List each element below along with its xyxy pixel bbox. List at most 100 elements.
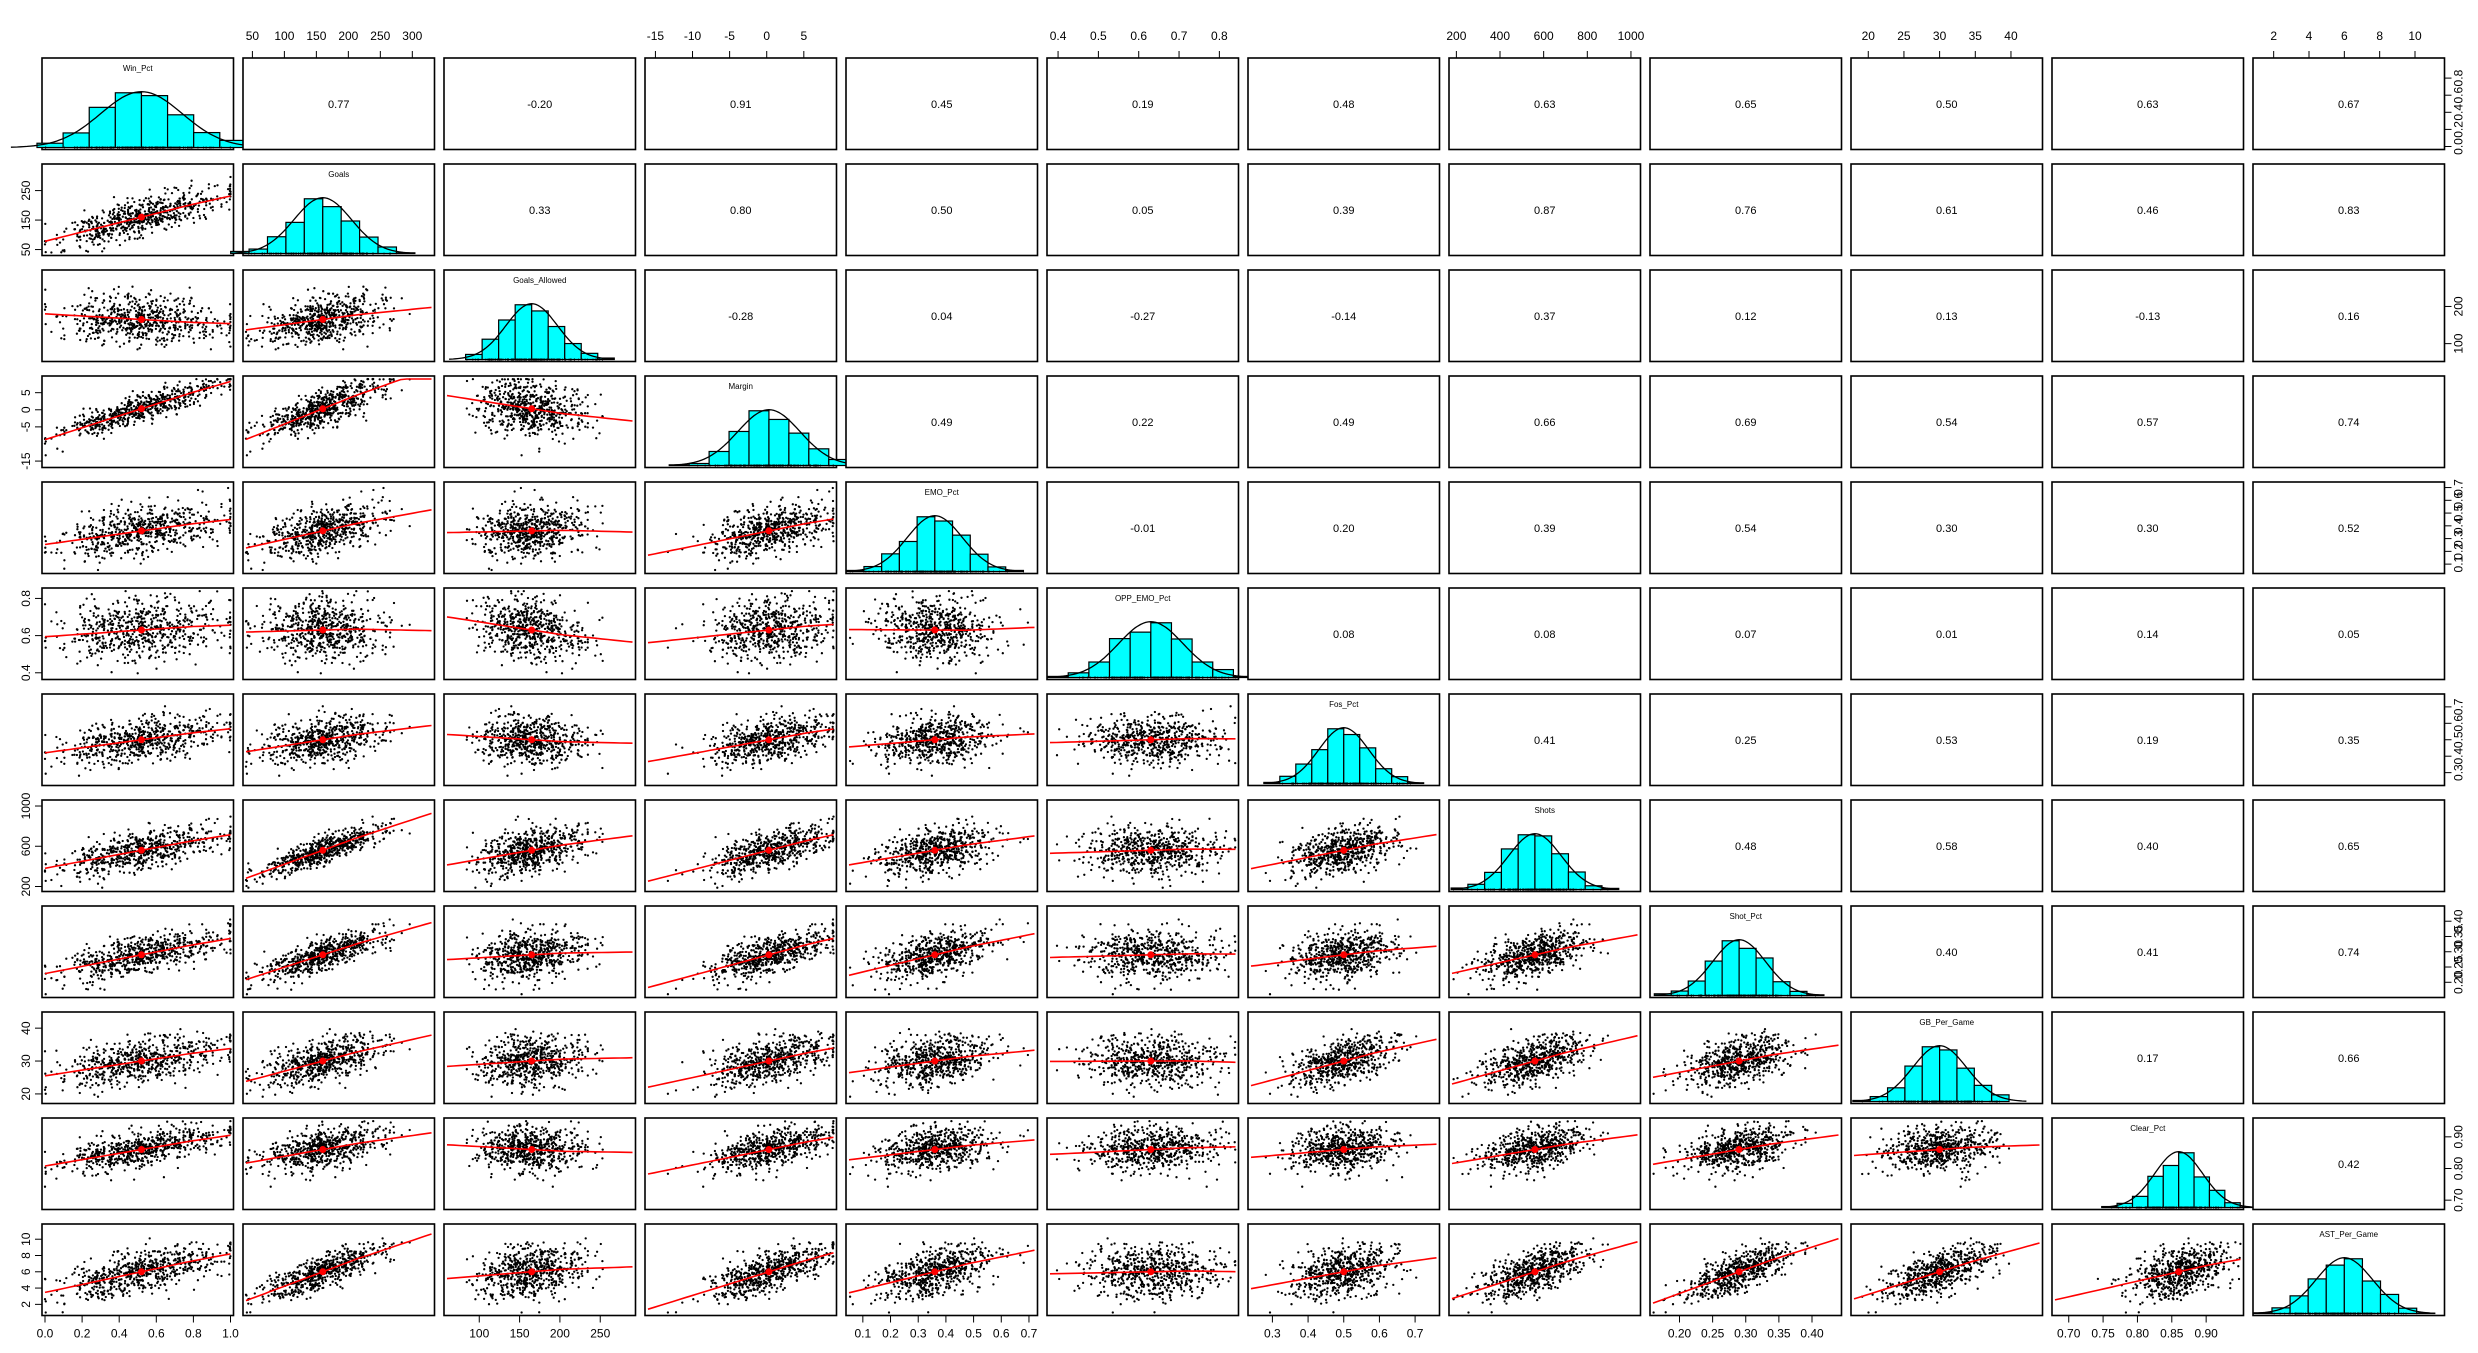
correlation-value: -0.27 [1130,311,1155,323]
data-point [350,328,352,330]
data-point [338,338,340,340]
data-point [129,402,131,404]
data-point [164,306,166,308]
data-point [340,309,342,311]
data-point [133,326,135,328]
data-point [83,235,85,237]
data-point [65,429,67,431]
histogram-bar [141,96,167,148]
data-point [63,338,65,340]
data-point [155,338,157,340]
data-point [338,314,340,316]
data-point [145,403,147,405]
data-point [82,324,84,326]
data-point [148,338,150,340]
data-point [322,426,324,428]
data-point [131,300,133,302]
data-point [90,429,92,431]
data-point [337,309,339,311]
data-point [277,347,279,349]
data-point [98,310,100,312]
panel-r1-c3: 0.80 [645,164,837,256]
data-point [379,326,381,328]
data-point [277,317,279,319]
data-point [63,427,65,429]
data-point [150,400,152,402]
data-point [93,238,95,240]
data-point [127,405,129,407]
data-point [164,187,166,189]
data-point [203,337,205,339]
data-point [357,305,359,307]
data-point [293,431,295,433]
data-point [128,223,130,225]
data-point [133,307,135,309]
data-point [338,341,340,343]
data-point [152,300,154,302]
data-point [188,335,190,337]
data-point [377,316,379,318]
data-point [76,323,78,325]
data-point [131,197,133,199]
data-point [190,185,192,187]
data-point [229,326,231,328]
data-point [138,312,140,314]
data-point [63,307,65,309]
data-point [201,326,203,328]
data-point [362,324,364,326]
data-point [284,318,286,320]
panel-r2-c9: 0.13 [1851,270,2043,362]
data-point [113,288,115,290]
correlation-value: 0.65 [1735,99,1756,111]
data-point [193,305,195,307]
data-point [171,389,173,391]
data-point [246,323,248,325]
data-point [208,380,210,382]
data-point [385,297,387,299]
data-point [94,219,96,221]
histogram-bar [360,237,378,253]
data-point [182,300,184,302]
data-point [179,326,181,328]
data-point [150,289,152,291]
data-point [112,320,114,322]
data-point [329,309,331,311]
data-point [171,337,173,339]
data-point [147,314,149,316]
data-point [146,400,148,402]
data-point [167,198,169,200]
data-point [191,198,193,200]
data-point [190,397,192,399]
data-point [362,416,364,418]
panel-r1-c4: 0.50 [846,164,1038,256]
correlation-value: 0.39 [1333,205,1354,217]
data-point [314,309,316,311]
data-point [151,221,153,223]
data-point [318,308,320,310]
data-point [189,328,191,330]
data-point [98,414,100,416]
data-point [294,344,296,346]
data-point [365,419,367,421]
data-point [44,309,46,311]
data-point [111,218,113,220]
data-point [159,316,161,318]
data-point [131,205,133,207]
data-point [358,299,360,301]
data-point [200,387,202,389]
data-point [261,415,263,417]
data-point [315,307,317,309]
panel-r0-c3: 0.91 [645,58,837,150]
data-point [391,320,393,322]
data-point [176,309,178,311]
data-point [128,340,130,342]
data-point [355,322,357,324]
data-point [137,303,139,305]
data-point [149,223,151,225]
data-point [127,213,129,215]
data-point [229,345,231,347]
data-point [133,224,135,226]
data-point [110,237,112,239]
data-point [219,324,221,326]
data-point [163,300,165,302]
